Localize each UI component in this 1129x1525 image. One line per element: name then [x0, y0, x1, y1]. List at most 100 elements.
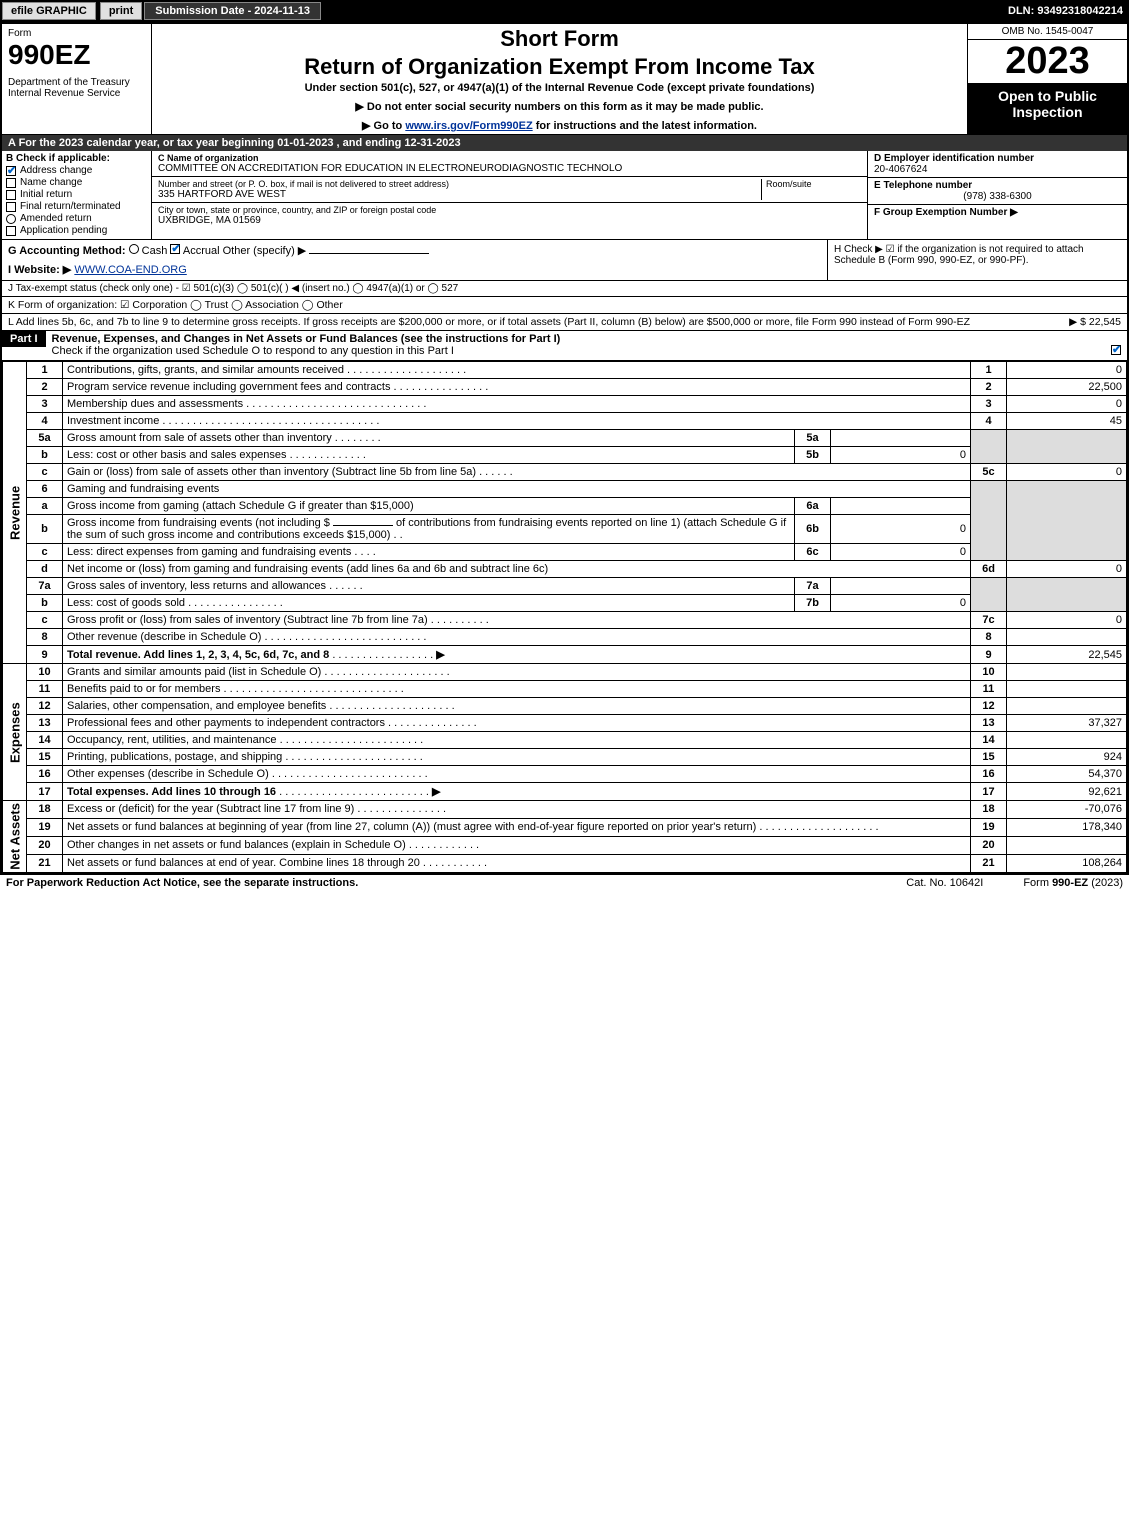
- row-num: 11: [971, 681, 1007, 698]
- row-sub: 6a: [795, 498, 831, 515]
- irs-link[interactable]: www.irs.gov/Form990EZ: [405, 120, 532, 132]
- page-footer: For Paperwork Reduction Act Notice, see …: [0, 875, 1129, 891]
- open-public-badge: Open to Public Inspection: [968, 84, 1127, 134]
- row-subval: [831, 430, 971, 447]
- advisory-1: ▶ Do not enter social security numbers o…: [160, 100, 959, 113]
- g-other-input[interactable]: [309, 253, 429, 254]
- website-link[interactable]: WWW.COA-END.ORG: [74, 264, 186, 276]
- c-label: C Name of organization: [158, 153, 861, 163]
- street-label: Number and street (or P. O. box, if mail…: [158, 179, 761, 189]
- chk-label: Amended return: [20, 213, 92, 224]
- row-desc: Other revenue (describe in Schedule O): [67, 631, 261, 643]
- section-b-right: D Employer identification number 20-4067…: [867, 151, 1127, 239]
- row-val: [1007, 681, 1127, 698]
- row-num: 4: [971, 413, 1007, 430]
- form-number: 990EZ: [8, 39, 145, 71]
- row-desc: Contributions, gifts, grants, and simila…: [67, 364, 344, 376]
- row-desc: Other changes in net assets or fund bala…: [67, 839, 406, 851]
- l-amount: ▶ $ 22,545: [1069, 316, 1121, 328]
- l-text: L Add lines 5b, 6c, and 7b to line 9 to …: [8, 316, 1063, 328]
- i-label: I Website: ▶: [8, 264, 71, 276]
- row-desc: Salaries, other compensation, and employ…: [67, 700, 326, 712]
- expenses-sidelabel: Expenses: [3, 664, 27, 801]
- phone-cell: E Telephone number (978) 338-6300: [868, 178, 1127, 205]
- radio-icon[interactable]: [129, 244, 139, 254]
- row-val: 924: [1007, 749, 1127, 766]
- chk-amended-return[interactable]: Amended return: [6, 213, 147, 224]
- f-label: F Group Exemption Number ▶: [874, 207, 1121, 218]
- chk-final-return[interactable]: Final return/terminated: [6, 201, 147, 212]
- line-k: K Form of organization: ☑ Corporation ◯ …: [2, 297, 1127, 314]
- row-subval: 0: [831, 447, 971, 464]
- row-sub: 6b: [795, 515, 831, 544]
- line-a: A For the 2023 calendar year, or tax yea…: [2, 135, 1127, 151]
- form-label: Form: [8, 28, 145, 39]
- row-num: 9: [971, 646, 1007, 664]
- checkbox-icon: [6, 178, 16, 188]
- row-desc: Total expenses. Add lines 10 through 16: [67, 786, 276, 798]
- street-row: Number and street (or P. O. box, if mail…: [152, 177, 867, 203]
- row-val: 54,370: [1007, 766, 1127, 783]
- row-desc: Less: cost or other basis and sales expe…: [67, 449, 287, 461]
- row-desc: Other expenses (describe in Schedule O): [67, 768, 269, 780]
- row-num: 16: [971, 766, 1007, 783]
- d-label: D Employer identification number: [874, 153, 1121, 164]
- room-label: Room/suite: [761, 179, 861, 200]
- ein-cell: D Employer identification number 20-4067…: [868, 151, 1127, 178]
- row-desc: Gross amount from sale of assets other t…: [67, 432, 332, 444]
- part1-title-text: Revenue, Expenses, and Changes in Net As…: [52, 333, 561, 345]
- row-desc: Program service revenue including govern…: [67, 381, 390, 393]
- row-desc: Net assets or fund balances at end of ye…: [67, 857, 420, 869]
- checkbox-icon[interactable]: [1111, 345, 1121, 355]
- lines-g-h: G Accounting Method: Cash Accrual Other …: [2, 240, 1127, 281]
- chk-initial-return[interactable]: Initial return: [6, 189, 147, 200]
- group-exemption-cell: F Group Exemption Number ▶: [868, 205, 1127, 239]
- checkbox-icon[interactable]: [170, 244, 180, 254]
- row-sub: 5a: [795, 430, 831, 447]
- row-num: 3: [971, 396, 1007, 413]
- row-num: 13: [971, 715, 1007, 732]
- chk-name-change[interactable]: Name change: [6, 177, 147, 188]
- chk-address-change[interactable]: Address change: [6, 165, 147, 176]
- advisory-2: ▶ Go to www.irs.gov/Form990EZ for instru…: [160, 119, 959, 132]
- row-val: 0: [1007, 561, 1127, 578]
- row-val: [1007, 629, 1127, 646]
- topbar: efile GRAPHIC print Submission Date - 20…: [0, 0, 1129, 22]
- checkbox-icon: [6, 226, 16, 236]
- section-b-mid: C Name of organization COMMITTEE ON ACCR…: [152, 151, 867, 239]
- revenue-sidelabel: Revenue: [3, 362, 27, 664]
- omb-number: OMB No. 1545-0047: [968, 24, 1127, 40]
- chk-label: Initial return: [20, 189, 72, 200]
- footer-catalog: Cat. No. 10642I: [866, 877, 1023, 889]
- contrib-input[interactable]: [333, 525, 393, 526]
- row-desc: Printing, publications, postage, and shi…: [67, 751, 282, 763]
- row-val: 0: [1007, 464, 1127, 481]
- row-val: [1007, 698, 1127, 715]
- efile-button[interactable]: efile GRAPHIC: [2, 2, 96, 20]
- row-num: 15: [971, 749, 1007, 766]
- footer-form-post: (2023): [1088, 877, 1123, 889]
- chk-application-pending[interactable]: Application pending: [6, 225, 147, 236]
- row-sub: 5b: [795, 447, 831, 464]
- advisory2-post: for instructions and the latest informat…: [533, 120, 757, 132]
- street-value: 335 HARTFORD AVE WEST: [158, 189, 761, 200]
- row-val: 0: [1007, 362, 1127, 379]
- line-g: G Accounting Method: Cash Accrual Other …: [8, 244, 821, 257]
- row-desc: Gain or (loss) from sale of assets other…: [67, 466, 476, 478]
- row-val: 0: [1007, 396, 1127, 413]
- row-subval: [831, 578, 971, 595]
- header-mid: Short Form Return of Organization Exempt…: [152, 24, 967, 134]
- row-num: 8: [971, 629, 1007, 646]
- footer-form-ref: Form 990-EZ (2023): [1023, 877, 1123, 889]
- row-num: 5c: [971, 464, 1007, 481]
- b-check-label: B Check if applicable:: [6, 153, 147, 164]
- graphic-label: GRAPHIC: [36, 5, 87, 17]
- row-val: [1007, 732, 1127, 749]
- row-desc: Benefits paid to or for members: [67, 683, 220, 695]
- row-val: 37,327: [1007, 715, 1127, 732]
- row-desc: Total revenue. Add lines 1, 2, 3, 4, 5c,…: [67, 649, 329, 661]
- chk-label: Final return/terminated: [20, 201, 121, 212]
- row-val: 22,545: [1007, 646, 1127, 664]
- part1-header-row: Part I Revenue, Expenses, and Changes in…: [2, 331, 1127, 361]
- print-button[interactable]: print: [100, 2, 142, 20]
